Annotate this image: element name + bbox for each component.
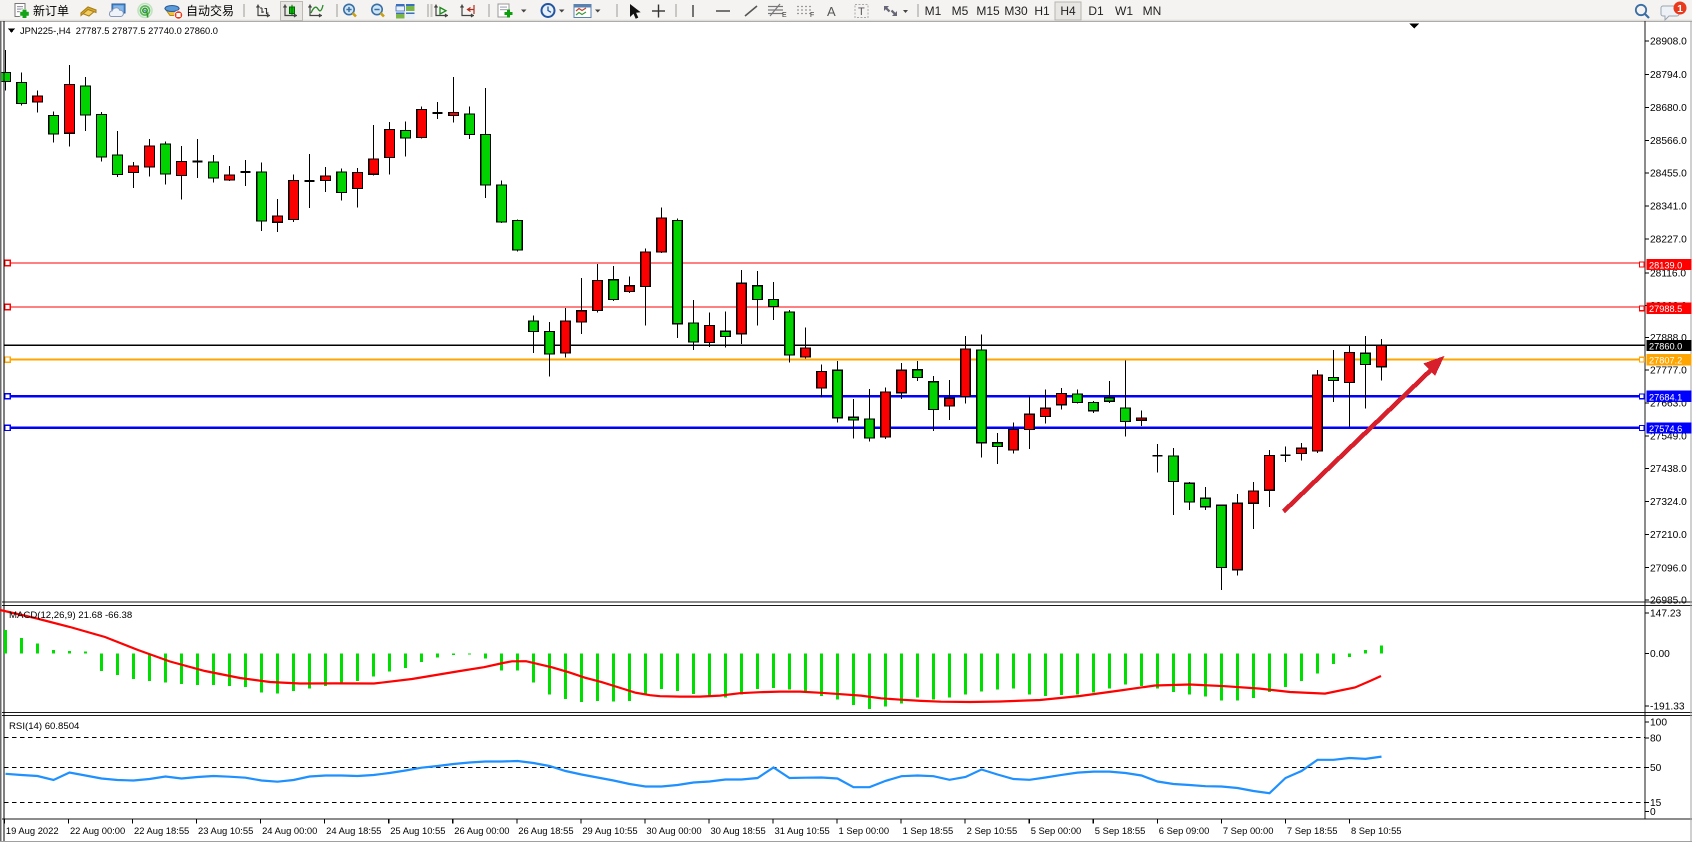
- svg-text:27807.2: 27807.2: [1649, 356, 1682, 366]
- svg-text:27988.5: 27988.5: [1649, 304, 1682, 314]
- svg-text:1: 1: [1677, 3, 1683, 15]
- svg-text:23 Aug 10:55: 23 Aug 10:55: [198, 825, 253, 836]
- svg-text:D1: D1: [1088, 4, 1104, 18]
- svg-text:7 Sep 00:00: 7 Sep 00:00: [1223, 825, 1274, 836]
- svg-text:7 Sep 18:55: 7 Sep 18:55: [1287, 825, 1338, 836]
- svg-text:100: 100: [1650, 718, 1667, 729]
- svg-text:M5: M5: [952, 4, 969, 18]
- svg-text:26 Aug 00:00: 26 Aug 00:00: [454, 825, 509, 836]
- svg-text:30 Aug 00:00: 30 Aug 00:00: [646, 825, 701, 836]
- svg-text:0: 0: [1650, 807, 1656, 818]
- svg-text:M1: M1: [925, 4, 942, 18]
- svg-text:24 Aug 00:00: 24 Aug 00:00: [262, 825, 317, 836]
- svg-text:29 Aug 10:55: 29 Aug 10:55: [582, 825, 637, 836]
- svg-text:27096.0: 27096.0: [1650, 563, 1687, 574]
- svg-text:31 Aug 10:55: 31 Aug 10:55: [775, 825, 830, 836]
- svg-text:28566.0: 28566.0: [1650, 136, 1687, 147]
- svg-text:28680.0: 28680.0: [1650, 103, 1687, 114]
- svg-text:15: 15: [1650, 798, 1662, 809]
- svg-text:27888.0: 27888.0: [1650, 333, 1687, 344]
- svg-text:T: T: [858, 6, 865, 18]
- svg-text:147.23: 147.23: [1650, 609, 1681, 620]
- svg-text:M30: M30: [1004, 4, 1028, 18]
- svg-text:MN: MN: [1143, 4, 1162, 18]
- svg-text:5 Sep 00:00: 5 Sep 00:00: [1031, 825, 1082, 836]
- svg-text:28116.0: 28116.0: [1650, 269, 1686, 280]
- svg-text:2 Sep 10:55: 2 Sep 10:55: [967, 825, 1018, 836]
- svg-text:0.00: 0.00: [1650, 649, 1670, 660]
- svg-text:6 Sep 09:00: 6 Sep 09:00: [1159, 825, 1210, 836]
- svg-text:26985.0: 26985.0: [1650, 596, 1687, 607]
- svg-text:5 Sep 18:55: 5 Sep 18:55: [1095, 825, 1146, 836]
- svg-text:25 Aug 10:55: 25 Aug 10:55: [390, 825, 445, 836]
- svg-text:W1: W1: [1115, 4, 1133, 18]
- svg-text:22 Aug 18:55: 22 Aug 18:55: [134, 825, 189, 836]
- svg-text:28341.0: 28341.0: [1650, 202, 1687, 213]
- svg-text:E: E: [782, 12, 787, 19]
- svg-text:H4: H4: [1060, 4, 1076, 18]
- svg-text:19 Aug 2022: 19 Aug 2022: [6, 825, 59, 836]
- svg-text:27210.0: 27210.0: [1650, 530, 1687, 541]
- svg-text:A: A: [827, 4, 836, 19]
- svg-text:28227.0: 28227.0: [1650, 235, 1687, 246]
- svg-text:自动交易: 自动交易: [186, 3, 234, 18]
- svg-text:F: F: [810, 12, 814, 19]
- svg-text:M15: M15: [976, 4, 1000, 18]
- svg-text:22 Aug 00:00: 22 Aug 00:00: [70, 825, 125, 836]
- svg-text:24 Aug 18:55: 24 Aug 18:55: [326, 825, 381, 836]
- svg-text:27324.0: 27324.0: [1650, 497, 1687, 508]
- svg-text:1 Sep 18:55: 1 Sep 18:55: [903, 825, 954, 836]
- svg-text:27438.0: 27438.0: [1650, 464, 1687, 475]
- svg-text:26 Aug 18:55: 26 Aug 18:55: [518, 825, 573, 836]
- svg-text:RSI(14) 60.8504: RSI(14) 60.8504: [9, 721, 80, 732]
- svg-text:30 Aug 18:55: 30 Aug 18:55: [710, 825, 765, 836]
- svg-text:27574.6: 27574.6: [1649, 424, 1682, 434]
- svg-text:27777.0: 27777.0: [1650, 366, 1687, 377]
- svg-text:28794.0: 28794.0: [1650, 70, 1687, 81]
- svg-text:28139.0: 28139.0: [1649, 260, 1682, 270]
- svg-text:28455.0: 28455.0: [1650, 169, 1687, 180]
- svg-text:H1: H1: [1034, 4, 1050, 18]
- svg-text:28908.0: 28908.0: [1650, 37, 1687, 48]
- svg-text:MACD(12,26,9) 21.68 -66.38: MACD(12,26,9) 21.68 -66.38: [9, 610, 132, 621]
- svg-text:27663.0: 27663.0: [1650, 399, 1687, 410]
- svg-text:80: 80: [1650, 734, 1662, 745]
- svg-text:27549.0: 27549.0: [1650, 432, 1687, 443]
- svg-text:50: 50: [1650, 763, 1662, 774]
- svg-text:27684.1: 27684.1: [1649, 392, 1682, 402]
- svg-text:新订单: 新订单: [33, 3, 69, 18]
- svg-text:1 Sep 00:00: 1 Sep 00:00: [839, 825, 890, 836]
- svg-text:27860.0: 27860.0: [1649, 341, 1682, 351]
- svg-text:-191.33: -191.33: [1650, 702, 1685, 713]
- svg-text:JPN225-,H4 27787.5 27877.5 27: JPN225-,H4 27787.5 27877.5 27740.0 27860…: [20, 26, 218, 36]
- svg-text:8 Sep 10:55: 8 Sep 10:55: [1351, 825, 1402, 836]
